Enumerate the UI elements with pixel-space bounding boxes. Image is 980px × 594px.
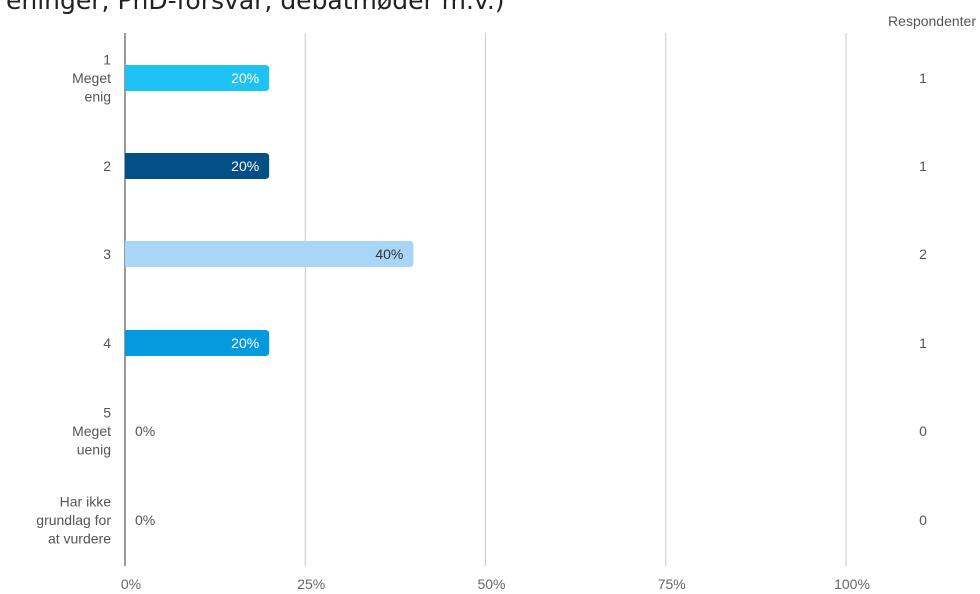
- x-tick-label: 100%: [834, 576, 870, 592]
- bar-value-label: 0%: [135, 512, 155, 528]
- bar-value-label: 20%: [231, 158, 259, 174]
- bar: [125, 65, 270, 91]
- x-tick-label: 25%: [297, 576, 325, 592]
- respondent-count: 1: [919, 158, 927, 174]
- bar-value-label: 0%: [135, 423, 155, 439]
- bar-value-label: 20%: [231, 335, 259, 351]
- respondent-count: 2: [919, 246, 927, 262]
- x-tick-label: 50%: [477, 576, 505, 592]
- category-label: 2: [103, 158, 111, 174]
- category-label: 3: [103, 246, 111, 262]
- x-tick-label: 0%: [121, 576, 141, 592]
- x-tick-label: 75%: [658, 576, 686, 592]
- respondent-count: 1: [919, 70, 927, 86]
- category-label: 1 Meget enig: [72, 52, 111, 105]
- respondent-count: 0: [919, 512, 927, 528]
- chart-title: eninger, PhD-forsvar, debatmøder m.v.): [6, 0, 505, 15]
- bar-value-label: 20%: [231, 70, 259, 86]
- category-label: Har ikke grundlag for at vurdere: [36, 494, 111, 547]
- respondent-count: 0: [919, 423, 927, 439]
- respondent-count: 1: [919, 335, 927, 351]
- bar-value-label: 40%: [375, 246, 403, 262]
- bar: [125, 330, 270, 356]
- bar: [125, 241, 414, 267]
- category-label: 4: [103, 335, 111, 351]
- category-label: 5 Meget uenig: [72, 405, 111, 458]
- bar: [125, 153, 270, 179]
- respondents-header: Respondenter: [888, 13, 976, 29]
